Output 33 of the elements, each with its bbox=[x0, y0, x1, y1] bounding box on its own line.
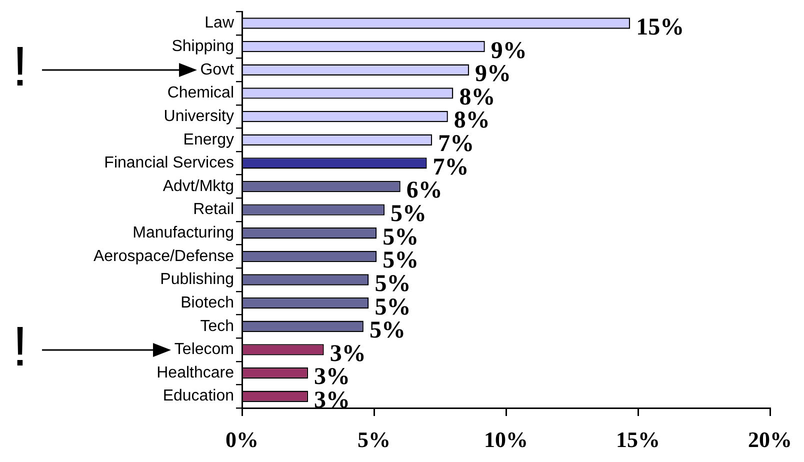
y-tick-label: Advt/Mktg bbox=[162, 178, 234, 195]
y-tick-label: Energy bbox=[183, 131, 234, 148]
x-tick-label: 5% bbox=[358, 426, 390, 452]
data-label: 3% bbox=[314, 388, 350, 414]
y-tick-label: Financial Services bbox=[104, 154, 234, 172]
data-label: 8% bbox=[454, 108, 490, 134]
y-tick-label: Law bbox=[204, 14, 234, 32]
y-tick-label: Publishing bbox=[160, 271, 234, 288]
data-label: 3% bbox=[330, 340, 366, 367]
y-tick-label: Retail bbox=[193, 201, 234, 218]
y-tick-label: Tech bbox=[200, 318, 234, 335]
data-label: 15% bbox=[636, 14, 684, 40]
data-label: 5% bbox=[374, 294, 411, 320]
data-label: 3% bbox=[314, 364, 350, 390]
y-tick-label: Aerospace/Defense bbox=[93, 248, 234, 265]
y-tick-label: Govt bbox=[200, 61, 235, 78]
y-tick-label: Biotech bbox=[180, 294, 234, 312]
y-tick-label: Shipping bbox=[172, 38, 234, 55]
x-tick-label: 15% bbox=[616, 426, 660, 452]
data-label: 9% bbox=[490, 38, 527, 64]
text: ! bbox=[12, 34, 28, 98]
text: ! bbox=[12, 314, 28, 378]
y-tick-label: University bbox=[164, 108, 234, 125]
x-tick-label: 0% bbox=[226, 426, 258, 452]
x-tick-label: 10% bbox=[484, 426, 528, 452]
y-tick-label: Healthcare bbox=[156, 364, 234, 382]
y-tick-label: Telecom bbox=[174, 341, 234, 358]
y-tick-label: Education bbox=[162, 388, 234, 405]
x-tick-label: 20% bbox=[748, 426, 792, 452]
y-tick-label: Chemical bbox=[167, 84, 234, 102]
data-label: 5% bbox=[369, 318, 406, 344]
data-label: 6% bbox=[406, 178, 442, 204]
y-tick-label: Manufacturing bbox=[132, 224, 234, 242]
